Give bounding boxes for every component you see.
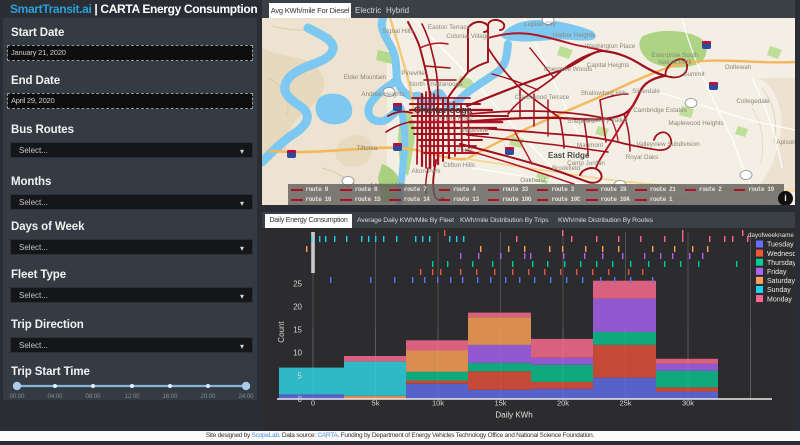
svg-text:Sunday: Sunday bbox=[767, 287, 791, 294]
svg-text:Orchard Knob: Orchard Knob bbox=[433, 115, 473, 122]
svg-text:Ooltewah: Ooltewah bbox=[725, 64, 752, 71]
svg-text:Foust: Foust bbox=[457, 147, 473, 154]
svg-text:Saturday: Saturday bbox=[767, 278, 795, 285]
svg-text:Washington Place: Washington Place bbox=[585, 43, 636, 50]
svg-text:Cherokee Woods: Cherokee Woods bbox=[544, 66, 593, 73]
svg-text:20:00: 20:00 bbox=[200, 394, 216, 400]
svg-text:08:00: 08:00 bbox=[85, 394, 101, 400]
svg-text:Monday: Monday bbox=[767, 296, 792, 303]
svg-text:Clifton Hills: Clifton Hills bbox=[443, 162, 475, 169]
svg-text:Summit: Summit bbox=[683, 71, 705, 78]
svg-text:Cambridge Estates: Cambridge Estates bbox=[633, 107, 687, 114]
svg-text:Chattanooga: Chattanooga bbox=[414, 105, 473, 116]
svg-text:Friday: Friday bbox=[767, 269, 787, 276]
svg-text:East Ridge: East Ridge bbox=[548, 151, 590, 160]
svg-text:Thursday: Thursday bbox=[767, 260, 795, 267]
svg-text:Pineville: Pineville bbox=[401, 70, 425, 77]
svg-text:Collegedale: Collegedale bbox=[736, 98, 770, 105]
svg-text:0: 0 bbox=[298, 395, 303, 404]
svg-text:24:00: 24:00 bbox=[238, 394, 254, 400]
svg-text:Brookfield: Brookfield bbox=[552, 165, 580, 172]
svg-text:Tuesday: Tuesday bbox=[767, 242, 794, 249]
svg-text:Marimont: Marimont bbox=[577, 142, 603, 149]
svg-text:20: 20 bbox=[293, 302, 302, 311]
svg-text:10: 10 bbox=[293, 349, 302, 358]
svg-text:Easton Terrace: Easton Terrace bbox=[428, 24, 471, 31]
svg-text:5k: 5k bbox=[372, 399, 380, 408]
svg-text:25: 25 bbox=[293, 279, 302, 288]
svg-text:Oakhurst: Oakhurst bbox=[520, 177, 546, 184]
svg-text:Lupton City: Lupton City bbox=[524, 21, 557, 28]
svg-text:25k: 25k bbox=[619, 399, 631, 408]
svg-text:Elder Mountain: Elder Mountain bbox=[344, 74, 387, 81]
svg-text:Colonial Village: Colonial Village bbox=[446, 33, 490, 40]
svg-text:Ridgeside: Ridgeside bbox=[460, 127, 489, 134]
svg-text:Creenwood Terrace: Creenwood Terrace bbox=[515, 94, 570, 101]
svg-text:Count: Count bbox=[277, 321, 286, 343]
svg-text:00:00: 00:00 bbox=[9, 394, 25, 400]
svg-text:Alton Park: Alton Park bbox=[411, 168, 441, 175]
svg-text:0: 0 bbox=[311, 399, 315, 408]
svg-text:Shallowford Hills: Shallowford Hills bbox=[581, 90, 628, 97]
svg-text:Tiftonia: Tiftonia bbox=[357, 145, 378, 152]
svg-text:North Chattanooga: North Chattanooga bbox=[409, 81, 463, 88]
svg-text:15k: 15k bbox=[494, 399, 506, 408]
svg-text:20k: 20k bbox=[557, 399, 569, 408]
svg-text:Camp Jordan: Camp Jordan bbox=[567, 160, 605, 167]
svg-text:10k: 10k bbox=[432, 399, 444, 408]
svg-text:15: 15 bbox=[293, 326, 302, 335]
svg-text:30k: 30k bbox=[682, 399, 694, 408]
svg-text:Andrea Heights: Andrea Heights bbox=[361, 91, 404, 98]
svg-text:Daily KWh: Daily KWh bbox=[495, 411, 532, 420]
svg-text:Signal Hills: Signal Hills bbox=[382, 28, 413, 35]
svg-text:04:00: 04:00 bbox=[47, 394, 63, 400]
svg-text:Wednesday: Wednesday bbox=[767, 251, 795, 258]
svg-text:Harbor Heights: Harbor Heights bbox=[553, 32, 595, 39]
svg-text:dayofweekname: dayofweekname bbox=[748, 232, 794, 239]
svg-text:Apison: Apison bbox=[776, 139, 795, 146]
svg-text:16:00: 16:00 bbox=[162, 394, 178, 400]
svg-text:Hickory Valley: Hickory Valley bbox=[588, 117, 628, 124]
svg-text:Shepherd: Shepherd bbox=[567, 118, 595, 125]
svg-text:Nature Park: Nature Park bbox=[658, 59, 692, 66]
svg-text:Royal Oaks: Royal Oaks bbox=[626, 154, 659, 161]
svg-text:12:00: 12:00 bbox=[124, 394, 140, 400]
svg-text:Enterprise South: Enterprise South bbox=[652, 52, 699, 59]
svg-text:5: 5 bbox=[298, 372, 303, 381]
svg-text:Maplewood Heights: Maplewood Heights bbox=[668, 120, 723, 127]
svg-text:Capital Heights: Capital Heights bbox=[587, 62, 630, 69]
svg-text:Valleyview Subdivision: Valleyview Subdivision bbox=[636, 141, 700, 148]
svg-text:Silverdale: Silverdale bbox=[632, 88, 660, 95]
